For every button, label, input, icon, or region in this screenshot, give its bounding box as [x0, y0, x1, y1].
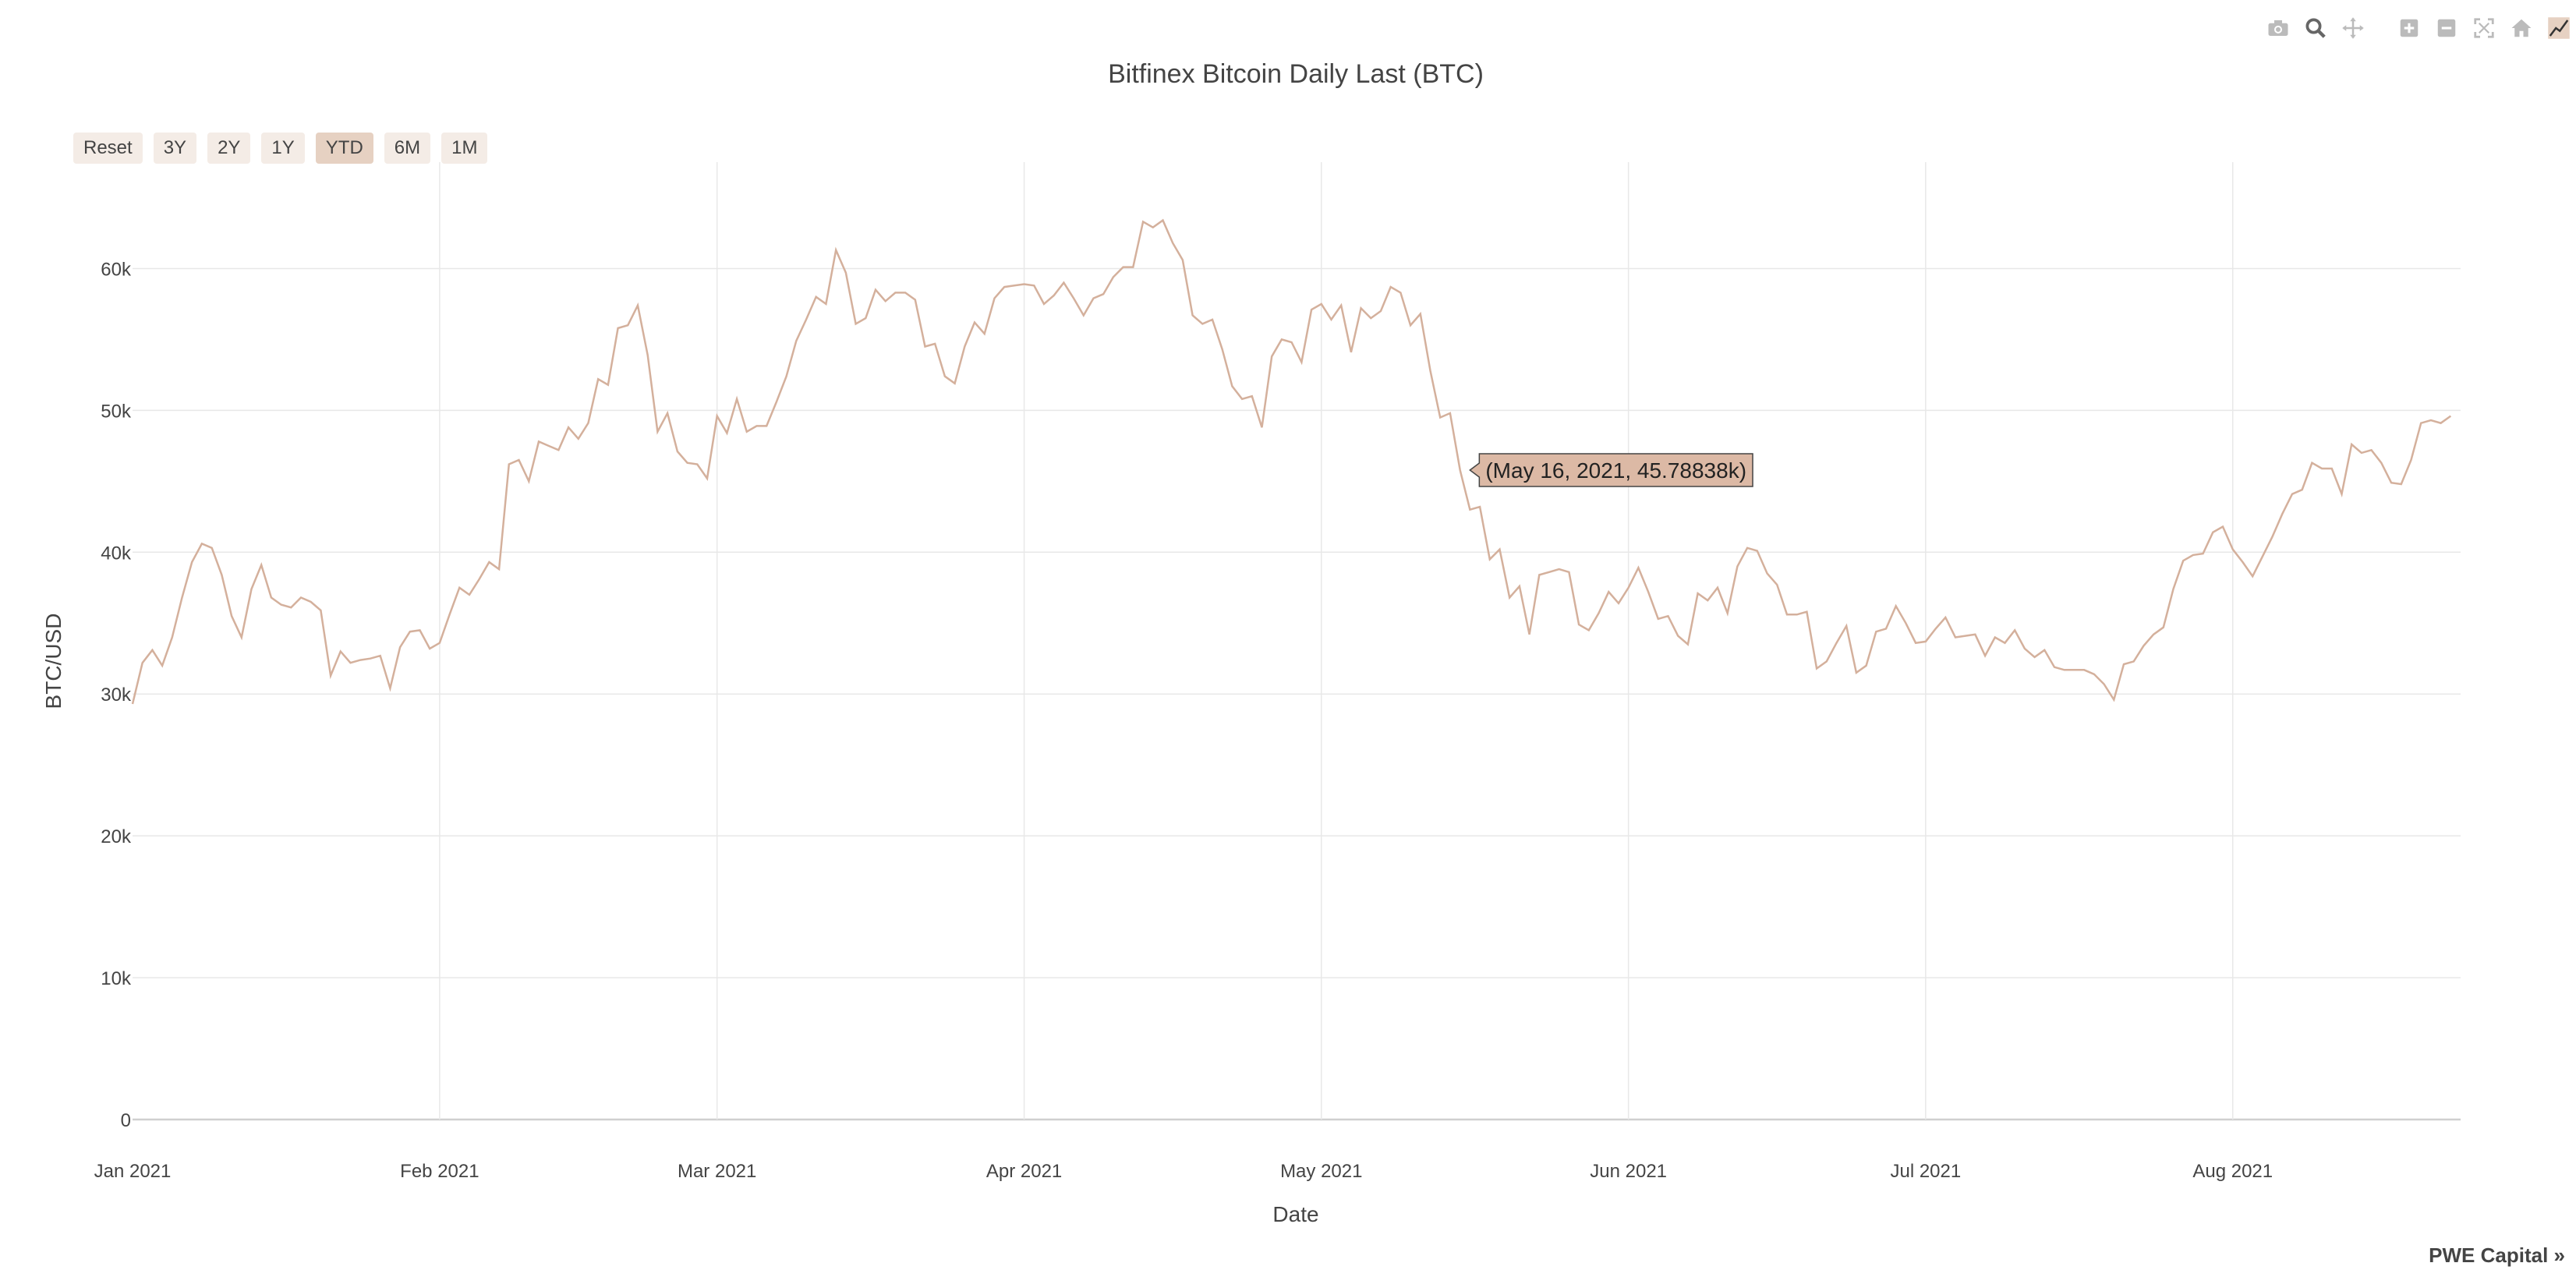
zoom-out-icon[interactable]	[2429, 11, 2464, 45]
pan-icon[interactable]	[2336, 11, 2370, 45]
zoom-icon[interactable]	[2298, 11, 2333, 45]
x-tick-label: Jun 2021	[1590, 1161, 1667, 1182]
range-button-1m[interactable]: 1M	[441, 133, 488, 164]
gridlines	[133, 162, 2461, 1121]
x-tick-label: Apr 2021	[986, 1161, 1062, 1182]
x-tick-label: Jul 2021	[1890, 1161, 1961, 1182]
range-button-reset[interactable]: Reset	[73, 133, 143, 164]
y-tick-label: 40k	[101, 543, 132, 564]
tooltip-box	[1469, 453, 1753, 487]
modebar	[2261, 11, 2576, 45]
autoscale-icon[interactable]	[2467, 11, 2501, 45]
x-axis-title: Date	[1272, 1202, 1318, 1226]
footer-credit-link[interactable]: PWE Capital »	[2429, 1243, 2565, 1267]
x-tick-labels: Jan 2021 Feb 2021 Mar 2021 Apr 2021 May 2021…	[94, 1161, 2273, 1182]
plotly-logo-icon[interactable]	[2542, 11, 2576, 45]
zoom-in-icon[interactable]	[2392, 11, 2426, 45]
x-tick-label: Aug 2021	[2192, 1161, 2273, 1182]
range-button-1y[interactable]: 1Y	[261, 133, 305, 164]
x-tick-label: Feb 2021	[400, 1161, 479, 1182]
reset-axes-icon[interactable]	[2504, 11, 2539, 45]
range-button-3y[interactable]: 3Y	[153, 133, 197, 164]
x-tick-label: May 2021	[1280, 1161, 1362, 1182]
hover-tooltip: (May 16, 2021, 45.78838k)	[1469, 453, 1753, 487]
chart-title: Bitfinex Bitcoin Daily Last (BTC)	[1108, 59, 1484, 89]
y-tick-label: 0	[121, 1110, 131, 1131]
y-tick-label: 50k	[101, 401, 132, 422]
x-tick-label: Jan 2021	[94, 1161, 172, 1182]
x-tick-label: Mar 2021	[678, 1161, 756, 1182]
y-tick-labels: 0 10k 20k 30k 40k 50k 60k	[101, 259, 132, 1131]
y-tick-label: 30k	[101, 684, 132, 706]
price-line[interactable]	[131, 218, 2452, 705]
y-tick-label: 20k	[101, 826, 132, 847]
y-tick-label: 10k	[101, 968, 132, 989]
range-button-6m[interactable]: 6M	[384, 133, 431, 164]
range-button-2y[interactable]: 2Y	[207, 133, 251, 164]
tooltip-text: (May 16, 2021, 45.78838k)	[1485, 458, 1746, 483]
y-axis-title: BTC/USD	[41, 614, 65, 709]
camera-icon[interactable]	[2261, 11, 2295, 45]
range-button-ytd[interactable]: YTD	[315, 133, 373, 164]
range-selector: Reset 3Y 2Y 1Y YTD 6M 1M	[73, 133, 488, 164]
y-tick-label: 60k	[101, 259, 132, 280]
